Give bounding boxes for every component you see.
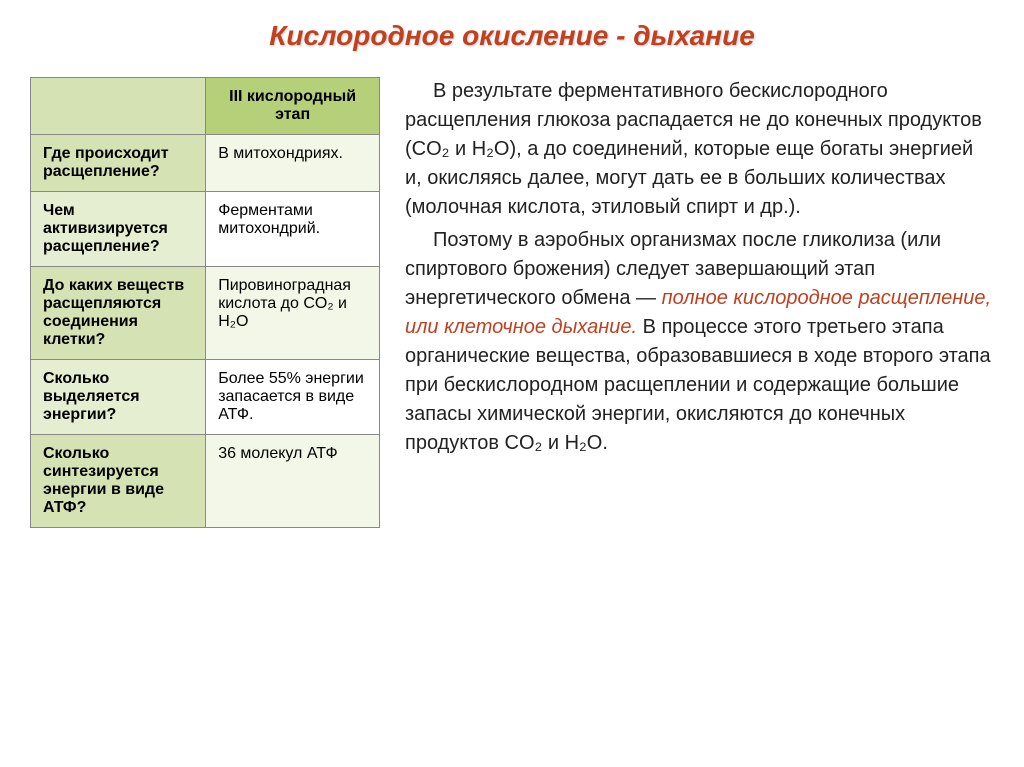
table-row: Чем активизируется расщепление? Фермента…	[31, 192, 380, 267]
table-row: Где происходит расщепление? В митохондри…	[31, 135, 380, 192]
cell-q: Чем активизируется расщепление?	[31, 192, 206, 267]
paragraph-2: Поэтому в аэробных организмах после глик…	[405, 226, 994, 458]
cell-q: Сколько выделяется энергии?	[31, 360, 206, 435]
cell-q: Где происходит расщепление?	[31, 135, 206, 192]
page-title: Кислородное окисление - дыхание	[30, 20, 994, 52]
header-blank	[31, 78, 206, 135]
cell-a: Более 55% энергии запасается в виде АТФ.	[206, 360, 380, 435]
cell-q: До каких веществ расщепляются соединения…	[31, 267, 206, 360]
stage-table: III кислородный этап Где происходит расщ…	[30, 77, 380, 528]
table-row: До каких веществ расщепляются соединения…	[31, 267, 380, 360]
table-container: III кислородный этап Где происходит расщ…	[30, 77, 380, 528]
cell-a: Ферментами митохондрий.	[206, 192, 380, 267]
header-col2: III кислородный этап	[206, 78, 380, 135]
cell-a: В митохондриях.	[206, 135, 380, 192]
text-block: В результате ферментативного бескислород…	[405, 77, 994, 528]
cell-a: 36 молекул АТФ	[206, 435, 380, 528]
cell-a: Пировиноградная кислота до CO₂ и H₂O	[206, 267, 380, 360]
paragraph-1: В результате ферментативного бескислород…	[405, 77, 994, 222]
cell-q: Сколько синтезируется энергии в виде АТФ…	[31, 435, 206, 528]
table-row: Сколько синтезируется энергии в виде АТФ…	[31, 435, 380, 528]
content-row: III кислородный этап Где происходит расщ…	[30, 77, 994, 528]
table-row: Сколько выделяется энергии? Более 55% эн…	[31, 360, 380, 435]
